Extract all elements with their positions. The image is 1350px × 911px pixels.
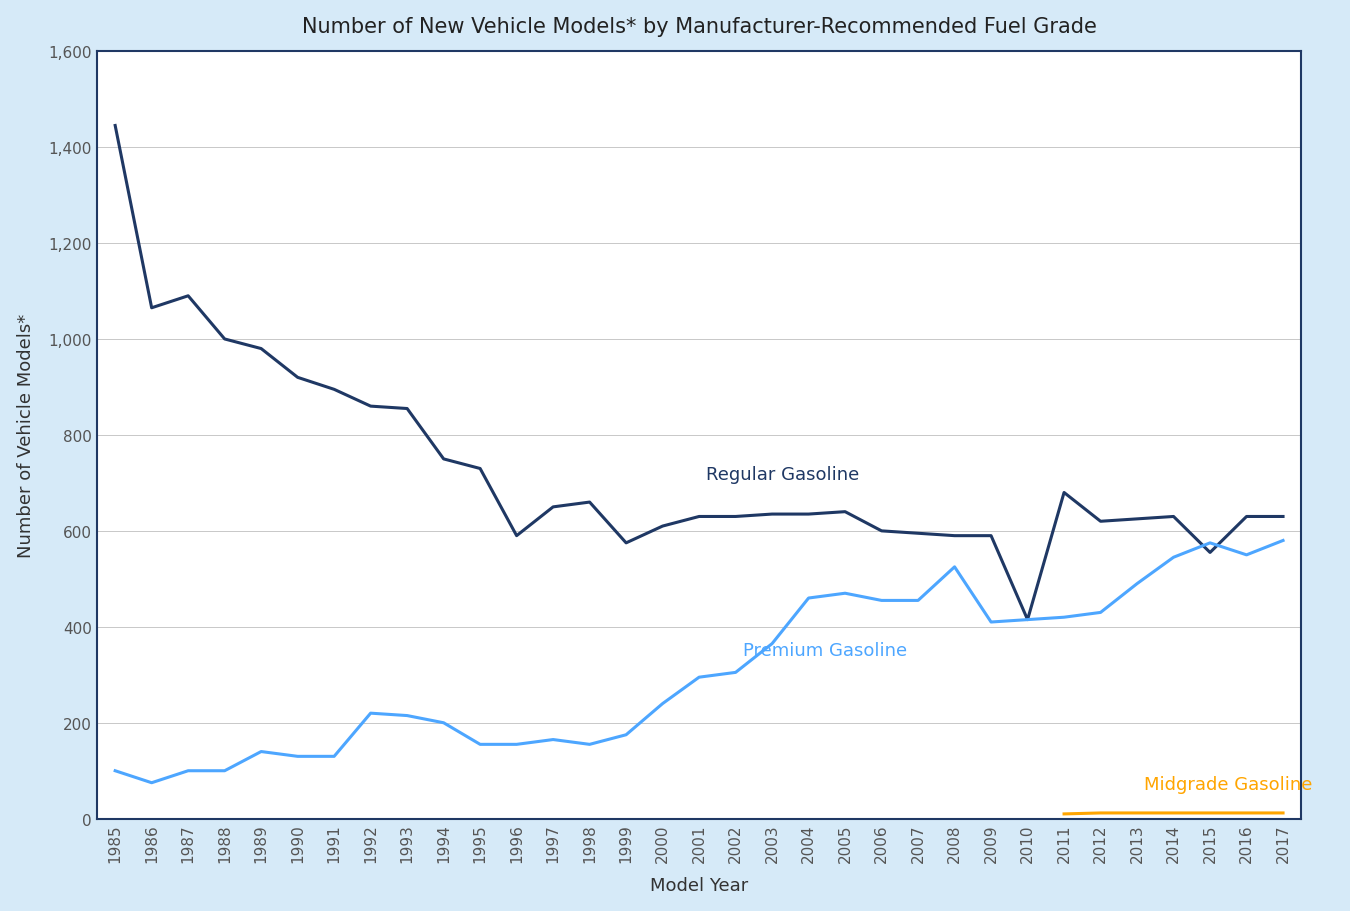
Text: Regular Gasoline: Regular Gasoline — [706, 466, 860, 484]
Text: Premium Gasoline: Premium Gasoline — [743, 641, 907, 660]
Title: Number of New Vehicle Models* by Manufacturer-Recommended Fuel Grade: Number of New Vehicle Models* by Manufac… — [301, 16, 1096, 36]
X-axis label: Model Year: Model Year — [649, 876, 748, 895]
Text: Midgrade Gasoline: Midgrade Gasoline — [1145, 775, 1312, 793]
Y-axis label: Number of Vehicle Models*: Number of Vehicle Models* — [16, 313, 35, 558]
